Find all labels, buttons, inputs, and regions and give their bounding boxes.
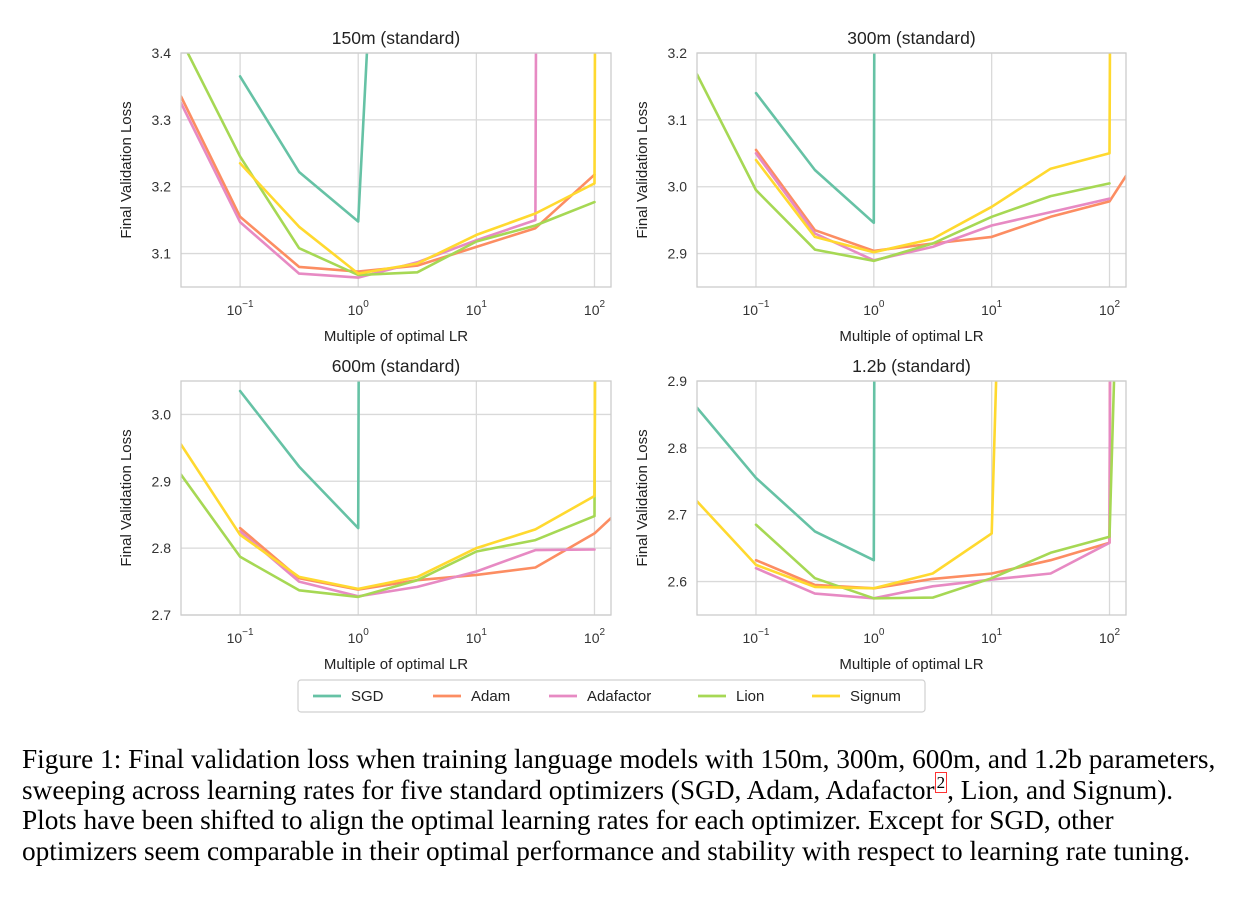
x-tick-label: 10−1 (742, 299, 769, 318)
series-line-sgd (238, 381, 360, 530)
y-tick-label: 2.7 (152, 607, 172, 623)
series-line-lion (181, 381, 597, 599)
series-line-adafactor (238, 530, 596, 598)
chart-panel: 150m (standard) 3.1 3.2 3.3 3.4 10−1 100 101 102… (118, 28, 612, 345)
series-line-lion (697, 73, 1111, 263)
series-line-adafactor (754, 381, 1112, 600)
x-axis-label: Multiple of optimal LR (324, 656, 468, 673)
legend-label: Adam (471, 688, 510, 705)
series-line-adam (181, 95, 596, 273)
figure-canvas: 150m (standard) 3.1 3.2 3.3 3.4 10−1 100 101 102… (118, 28, 1127, 713)
y-axis-label: Final Validation Loss (118, 429, 135, 566)
x-axis-label: Multiple of optimal LR (839, 656, 983, 673)
x-tick-label: 100 (863, 299, 885, 318)
legend-label: Adafactor (587, 688, 651, 705)
y-tick-label: 2.9 (668, 246, 688, 262)
series-line-sgd (697, 381, 876, 562)
series-line-sgd (238, 53, 369, 223)
series-group (181, 53, 597, 279)
legend-label: Lion (736, 688, 764, 705)
x-axis-label: Multiple of optimal LR (839, 328, 983, 345)
series-group (697, 381, 1116, 600)
y-tick-label: 3.1 (668, 112, 688, 128)
y-tick-label: 2.8 (668, 440, 688, 456)
y-tick-label: 2.9 (668, 373, 688, 389)
figure-caption: Figure 1: Final validation loss when tra… (22, 744, 1234, 866)
x-tick-label: 101 (466, 299, 488, 318)
y-tick-label: 3.0 (668, 179, 688, 195)
x-tick-label: 101 (981, 299, 1003, 318)
plot-frame (180, 380, 612, 616)
x-tick-label: 100 (348, 299, 370, 318)
y-tick-label: 3.2 (152, 179, 172, 195)
caption-text-after: , Lion, and Signum). Plots have been shi… (22, 774, 1191, 866)
y-tick-label: 2.8 (152, 540, 172, 556)
y-axis-label: Final Validation Loss (634, 429, 651, 566)
y-tick-label: 2.6 (668, 574, 688, 590)
plot-frame (696, 380, 1127, 616)
legend-item-lion[interactable]: Lion (698, 688, 764, 705)
series-line-signum (754, 53, 1112, 254)
legend-item-sgd[interactable]: SGD (313, 688, 384, 705)
x-tick-label: 102 (1099, 299, 1121, 318)
x-tick-label: 10−1 (742, 627, 769, 646)
series-line-signum (181, 381, 597, 591)
panel-title: 600m (standard) (332, 356, 460, 376)
plot-frame (180, 52, 612, 288)
x-tick-label: 10−1 (227, 627, 254, 646)
y-tick-label: 3.4 (152, 45, 172, 61)
legend-box (297, 679, 926, 713)
y-tick-label: 3.0 (152, 406, 172, 422)
series-line-lion (754, 381, 1116, 600)
legend-item-adam[interactable]: Adam (433, 688, 510, 705)
panel-title: 150m (standard) (332, 28, 460, 48)
y-axis-label: Final Validation Loss (634, 101, 651, 238)
plot-frame (696, 52, 1127, 288)
x-axis-label: Multiple of optimal LR (324, 328, 468, 345)
y-tick-label: 3.1 (152, 246, 172, 262)
legend-item-signum[interactable]: Signum (812, 688, 901, 705)
x-tick-label: 100 (348, 627, 370, 646)
series-line-adafactor (754, 152, 1111, 262)
series-line-signum (697, 381, 998, 590)
x-tick-label: 101 (466, 627, 488, 646)
panel-title: 1.2b (standard) (852, 356, 971, 376)
series-line-lion (186, 53, 596, 277)
chart-panel: 1.2b (standard) 2.6 2.7 2.8 2.9 10−1 100 101 102… (634, 356, 1127, 673)
y-tick-label: 3.3 (152, 112, 172, 128)
chart-panel: 600m (standard) 2.7 2.8 2.9 3.0 10−1 100 101 102… (118, 356, 612, 673)
x-tick-label: 102 (584, 299, 606, 318)
panel-title: 300m (standard) (847, 28, 975, 48)
series-line-adam (754, 148, 1126, 253)
series-line-adam (754, 381, 1112, 590)
x-tick-label: 102 (584, 627, 606, 646)
x-tick-label: 100 (863, 627, 885, 646)
caption-text: Figure 1: Final validation loss when tra… (22, 744, 1216, 805)
y-tick-label: 3.2 (668, 45, 688, 61)
y-tick-label: 2.7 (668, 507, 688, 523)
legend-label: SGD (351, 688, 384, 705)
footnote-link[interactable]: 2 (934, 772, 948, 794)
x-tick-label: 102 (1099, 627, 1121, 646)
series-group (181, 381, 611, 599)
series-line-sgd (754, 53, 876, 225)
series-line-signum (238, 53, 597, 275)
series-group (697, 53, 1126, 263)
legend: SGD Adam Adafactor Lion Signum (297, 679, 926, 713)
legend-item-adafactor[interactable]: Adafactor (549, 688, 651, 705)
y-axis-label: Final Validation Loss (118, 101, 135, 238)
series-line-adafactor (181, 53, 538, 279)
x-tick-label: 101 (981, 627, 1003, 646)
chart-panel: 300m (standard) 2.9 3.0 3.1 3.2 10−1 100 101 102… (634, 28, 1127, 345)
y-tick-label: 2.9 (152, 473, 172, 489)
x-tick-label: 10−1 (227, 299, 254, 318)
legend-label: Signum (850, 688, 901, 705)
